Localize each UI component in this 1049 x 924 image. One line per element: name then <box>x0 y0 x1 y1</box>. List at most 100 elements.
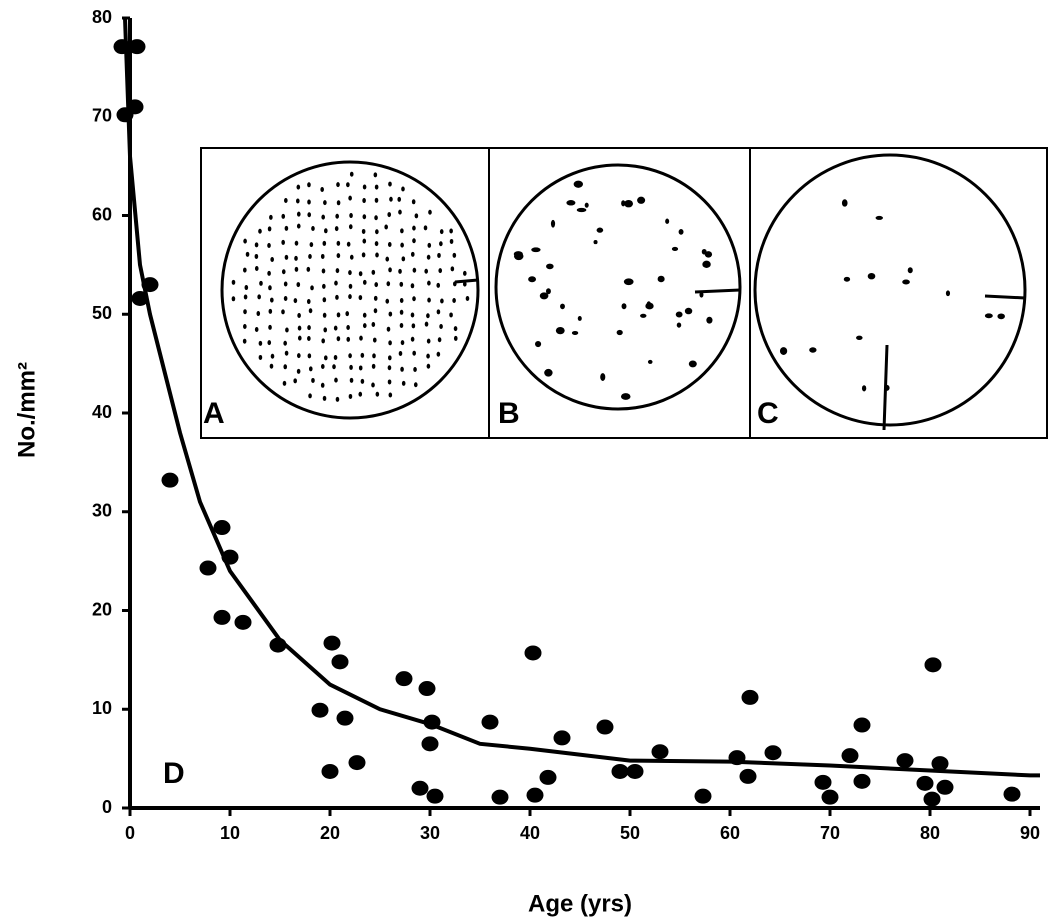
data-point <box>331 654 349 670</box>
inset-dot <box>640 313 647 318</box>
data-point <box>234 614 252 630</box>
inset-dot <box>254 327 259 333</box>
inset-dot <box>231 296 236 302</box>
inset-dot <box>243 294 248 300</box>
inset-dot <box>336 200 341 206</box>
inset-dot <box>531 247 541 253</box>
inset-dot <box>902 279 910 285</box>
inset-dot <box>267 226 272 232</box>
data-point <box>539 769 557 785</box>
inset-dot <box>349 213 353 219</box>
inset-dot <box>267 242 271 248</box>
inset-dot <box>359 335 363 341</box>
inset-dot <box>452 252 457 258</box>
data-point <box>814 774 832 790</box>
inset-dot <box>336 253 341 259</box>
y-tick-label: 20 <box>92 599 112 619</box>
x-tick-label: 80 <box>920 823 940 843</box>
inset-dot <box>684 307 693 315</box>
x-tick-label: 70 <box>820 823 840 843</box>
inset-dot <box>243 324 247 330</box>
inset-dot <box>307 199 311 205</box>
inset-dot <box>436 351 441 357</box>
inset-dot <box>463 270 467 276</box>
inset-dot <box>637 196 646 204</box>
y-tick-label: 80 <box>92 7 112 27</box>
x-tick-label: 20 <box>320 823 340 843</box>
inset-dot <box>333 325 338 331</box>
inset-dot <box>450 266 455 272</box>
inset-dot <box>293 298 298 304</box>
inset-dot <box>358 295 363 301</box>
inset-dot <box>282 380 287 386</box>
inset-dot <box>349 171 354 177</box>
inset-dot <box>310 285 314 291</box>
data-point <box>651 744 669 760</box>
data-point <box>311 702 329 718</box>
inset-dot <box>371 363 376 369</box>
x-tick-label: 0 <box>125 823 135 843</box>
inset-dot <box>412 267 417 273</box>
inset-dot <box>361 228 366 234</box>
inset-dot <box>593 240 598 245</box>
inset-dot <box>323 327 328 333</box>
inset-dot <box>410 336 415 342</box>
inset-dot <box>624 199 634 208</box>
inset-dot <box>349 377 354 383</box>
inset-dot <box>362 279 367 285</box>
inset-dot <box>254 242 259 248</box>
inset-dot <box>584 202 589 208</box>
inset-dot <box>372 353 376 359</box>
x-tick-label: 90 <box>1020 823 1040 843</box>
data-point <box>821 789 839 805</box>
inset-dot <box>413 366 417 372</box>
inset-dot <box>688 360 697 368</box>
inset-dot <box>571 330 579 335</box>
inset-dot <box>399 281 404 287</box>
fit-curve <box>123 17 1040 778</box>
data-point <box>924 657 942 673</box>
y-tick-label: 60 <box>92 204 112 224</box>
inset-dot <box>254 253 259 259</box>
data-point <box>841 748 859 764</box>
inset-dot <box>424 268 428 274</box>
inset-dot <box>243 267 247 273</box>
inset-dot <box>336 182 340 188</box>
inset-dot <box>387 365 392 371</box>
inset-dot <box>267 270 271 276</box>
data-point <box>423 714 441 730</box>
data-point <box>741 689 759 705</box>
inset-dot <box>576 207 587 213</box>
inset-dot <box>401 186 405 192</box>
data-point <box>764 745 782 761</box>
retina-outline <box>220 160 480 420</box>
inset-dot <box>550 219 556 228</box>
inset-dot <box>449 312 453 318</box>
inset-dot <box>333 355 338 361</box>
inset-dot <box>401 256 406 262</box>
inset-dot <box>398 351 403 357</box>
inset-dot <box>284 254 289 260</box>
inset-dot <box>465 296 470 302</box>
inset-dot <box>647 359 653 364</box>
inset-dot <box>399 322 404 328</box>
inset-dot <box>423 225 428 231</box>
inset <box>200 147 1048 439</box>
inset-dot <box>361 252 366 258</box>
inset-dot <box>372 337 377 343</box>
data-point <box>611 763 629 779</box>
inset-dot <box>281 239 285 245</box>
inset-dot <box>439 241 443 247</box>
data-point <box>923 791 941 807</box>
inset-dot <box>283 364 288 370</box>
data-point <box>739 768 757 784</box>
inset-dot <box>281 213 286 219</box>
x-axis-label: Age (yrs) <box>528 890 632 917</box>
inset-dot <box>440 298 444 304</box>
inset-dot <box>284 198 288 204</box>
inset-dot <box>362 238 367 244</box>
inset-dot <box>439 229 444 235</box>
inset-dot <box>243 238 247 244</box>
inset-dot <box>360 352 365 358</box>
